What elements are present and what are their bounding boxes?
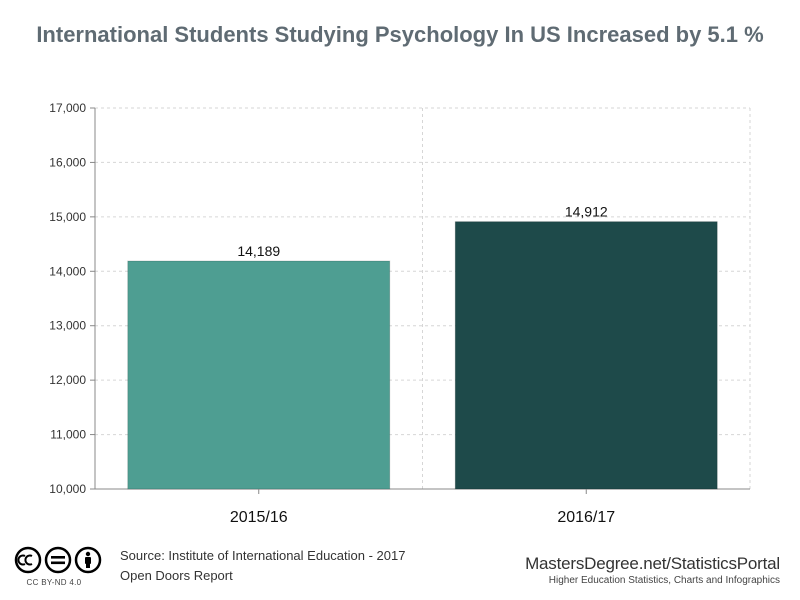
bar-chart: 10,000 11,000 12,000 13,000 14,000 15,000 16,0… <box>49 101 751 526</box>
bar-value-label: 14,912 <box>565 204 608 220</box>
y-tick-label: 11,000 <box>50 428 86 442</box>
attribution-icon <box>74 546 102 574</box>
bar <box>454 221 718 490</box>
y-tick-label: 17,000 <box>49 101 86 115</box>
bar-value-label: 14,189 <box>237 243 280 259</box>
chart-title: International Students Studying Psycholo… <box>36 22 764 47</box>
brand: MastersDegree.net/StatisticsPortal Highe… <box>525 554 780 586</box>
y-tick-label: 12,000 <box>49 373 86 387</box>
cc-icon <box>14 546 42 574</box>
y-tick-label: 14,000 <box>49 264 86 278</box>
x-tick-label: 2016/17 <box>557 509 615 526</box>
bar <box>127 260 391 490</box>
y-tick-label: 13,000 <box>49 319 86 333</box>
no-derivatives-icon <box>44 546 72 574</box>
y-tick-label: 10,000 <box>49 482 86 496</box>
footer: CC BY-ND 4.0 Source: Institute of Intern… <box>0 540 800 600</box>
cc-license-badge: CC BY-ND 4.0 <box>14 546 106 594</box>
y-tick-label: 15,000 <box>49 210 86 224</box>
source-line-2: Open Doors Report <box>120 568 233 583</box>
source-line-1: Source: Institute of International Educa… <box>120 548 406 563</box>
source-text: Source: Institute of International Educa… <box>120 546 405 586</box>
brand-tagline: Higher Education Statistics, Charts and … <box>548 575 780 586</box>
license-label: CC BY-ND 4.0 <box>26 578 82 587</box>
x-tick-label: 2015/16 <box>230 509 288 526</box>
brand-name: MastersDegree.net/StatisticsPortal <box>525 554 780 573</box>
y-tick-label: 16,000 <box>49 155 86 169</box>
